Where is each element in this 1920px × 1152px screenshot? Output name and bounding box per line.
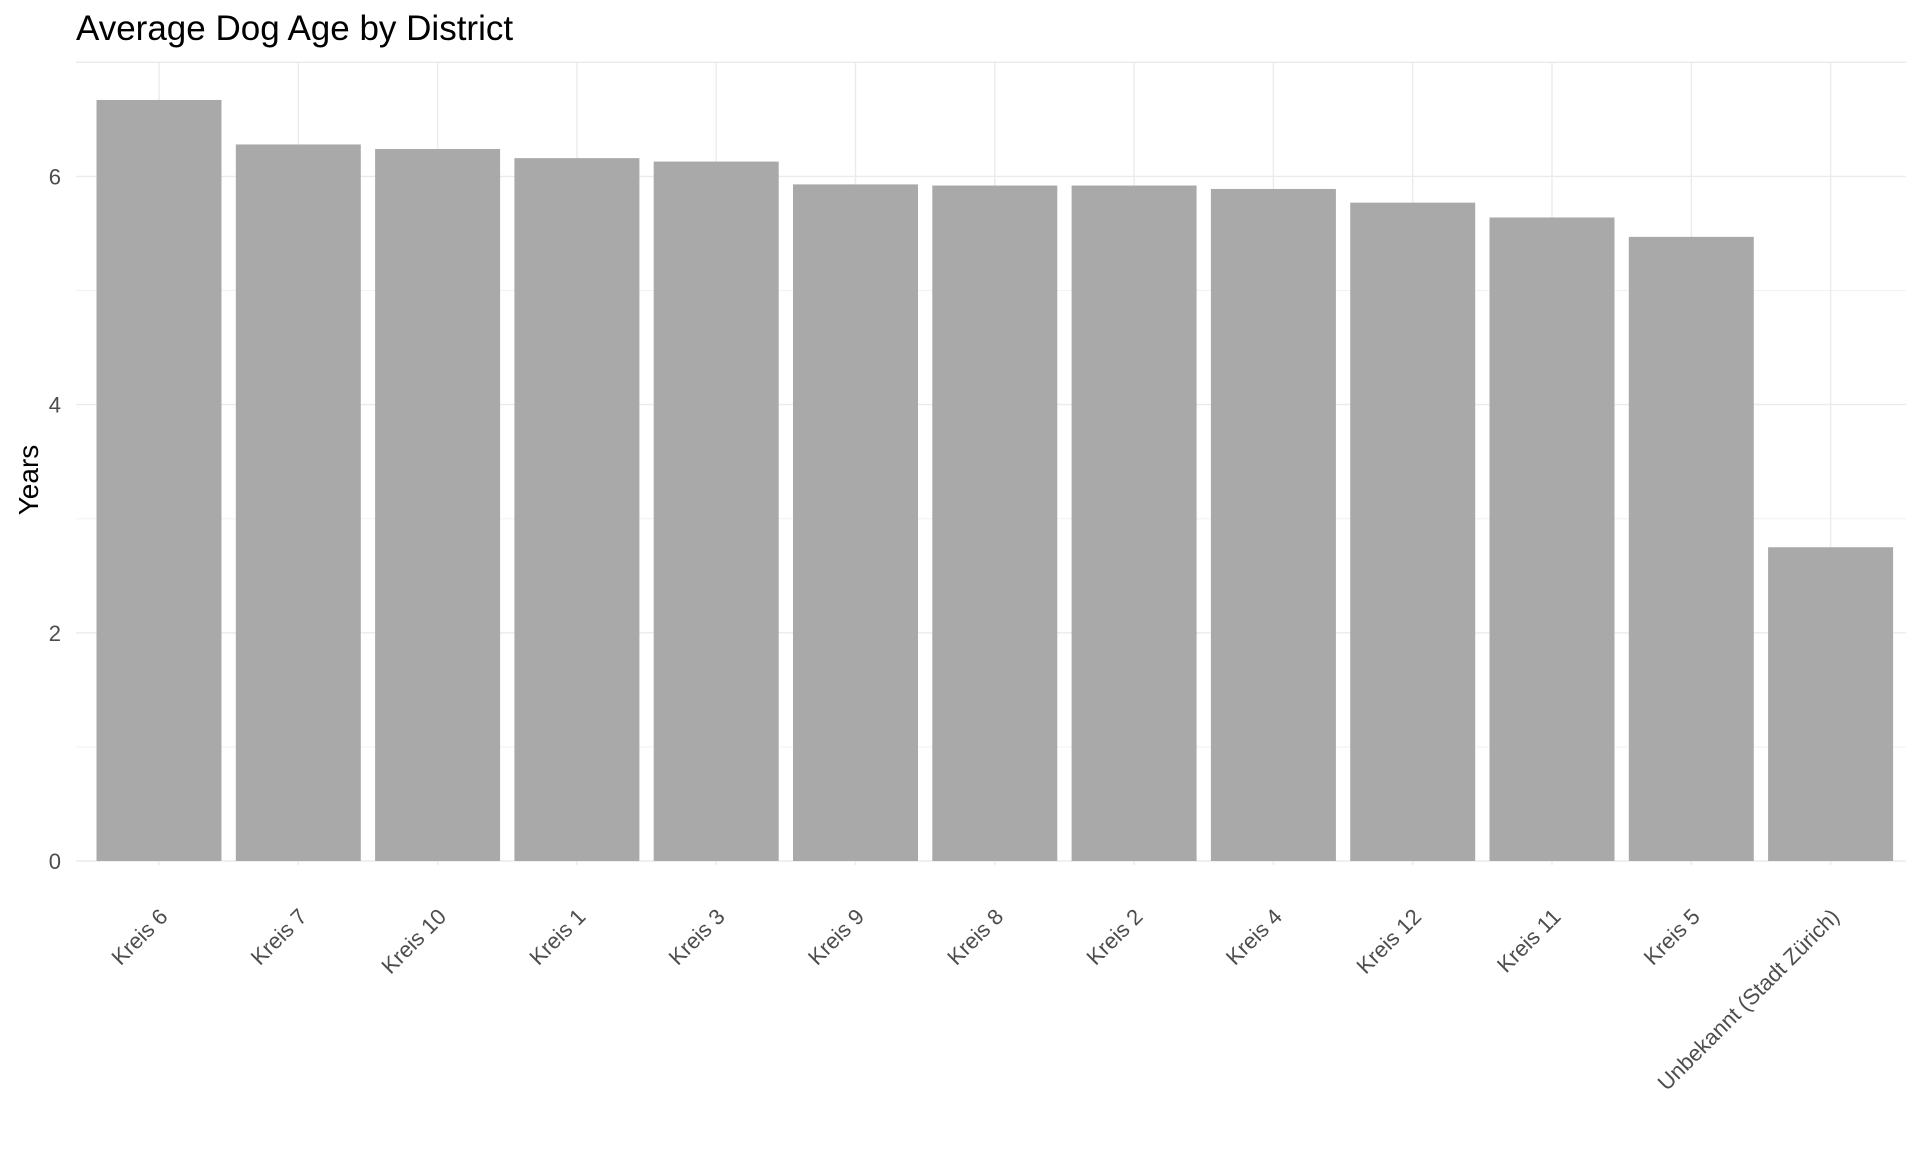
y-axis-ticks: 0 2 4 6 [49, 164, 61, 874]
bar [793, 184, 918, 862]
y-tick-label: 4 [49, 393, 61, 418]
bar [96, 99, 222, 861]
bar [1628, 236, 1754, 862]
bar [932, 185, 1058, 861]
bar [1768, 547, 1894, 861]
x-tick-label: Kreis 4 [1221, 904, 1287, 970]
x-tick-label: Kreis 7 [246, 904, 312, 970]
y-tick-label: 0 [49, 849, 61, 874]
bar [375, 149, 501, 862]
x-tick-label: Kreis 10 [376, 904, 451, 979]
bar [1489, 217, 1615, 861]
bar [1350, 202, 1476, 861]
bar [514, 158, 640, 862]
chart-title: Average Dog Age by District [76, 9, 513, 48]
x-tick-label: Kreis 5 [1639, 904, 1705, 970]
x-tick-label: Kreis 12 [1351, 904, 1426, 979]
x-tick-label: Kreis 3 [664, 904, 730, 970]
x-tick-label: Kreis 6 [106, 904, 172, 970]
x-tick-label: Kreis 2 [1082, 904, 1148, 970]
x-tick-label: Kreis 1 [524, 904, 590, 970]
y-tick-label: 6 [49, 164, 61, 189]
bar [653, 161, 779, 861]
bars-group [96, 99, 1894, 862]
y-tick-label: 2 [49, 621, 61, 646]
y-axis-label: Years [13, 445, 44, 516]
x-tick-label: Kreis 9 [803, 904, 869, 970]
x-tick-label: Kreis 8 [942, 904, 1008, 970]
bar [235, 144, 361, 861]
x-axis-ticks: Kreis 6 Kreis 7 Kreis 10 Kreis 1 Kreis 3 Krei… [106, 904, 1844, 1095]
bar [1210, 188, 1336, 862]
bar [1071, 185, 1197, 861]
x-tick-label: Kreis 11 [1492, 904, 1566, 978]
